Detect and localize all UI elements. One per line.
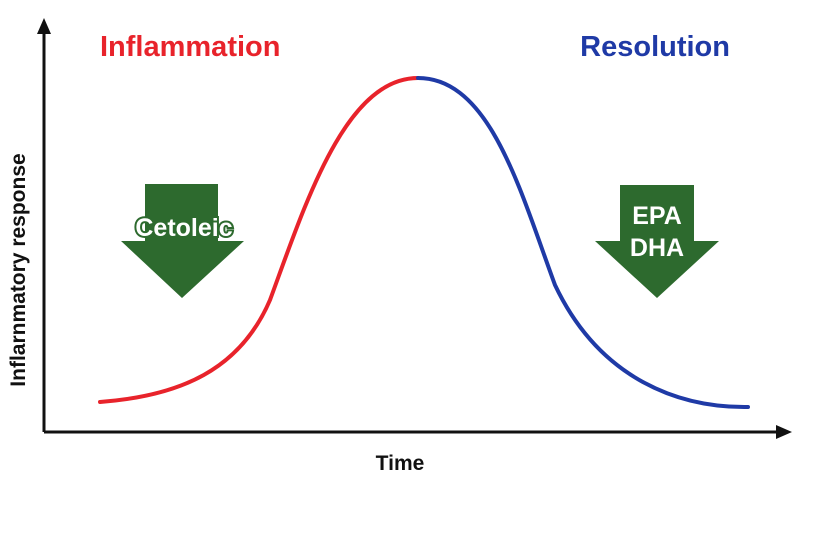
- x-axis-label: Time: [376, 452, 425, 475]
- resolution-curve: [416, 76, 750, 410]
- cetoleic-arrow-shape: [121, 184, 244, 298]
- inflammation-curve: [98, 76, 420, 404]
- response-curve: [98, 76, 750, 410]
- resolution-label: Resolution: [580, 31, 730, 63]
- epa-dha-down-arrow: EPA DHA: [595, 185, 719, 298]
- inflammation-label: Inflammation: [100, 31, 280, 63]
- dha-label: DHA: [630, 234, 684, 262]
- epa-dha-arrow-shape: [595, 185, 719, 298]
- cetoleic-label: Cetoleic: [135, 214, 232, 242]
- epa-label: EPA: [632, 202, 682, 230]
- y-axis-arrowhead: [37, 18, 51, 34]
- x-axis-arrowhead: [776, 425, 792, 439]
- y-axis-label: Inflarnmatory response: [7, 153, 30, 386]
- axes: [37, 18, 792, 439]
- cetoleic-down-arrow: Cetoleic: [121, 184, 244, 298]
